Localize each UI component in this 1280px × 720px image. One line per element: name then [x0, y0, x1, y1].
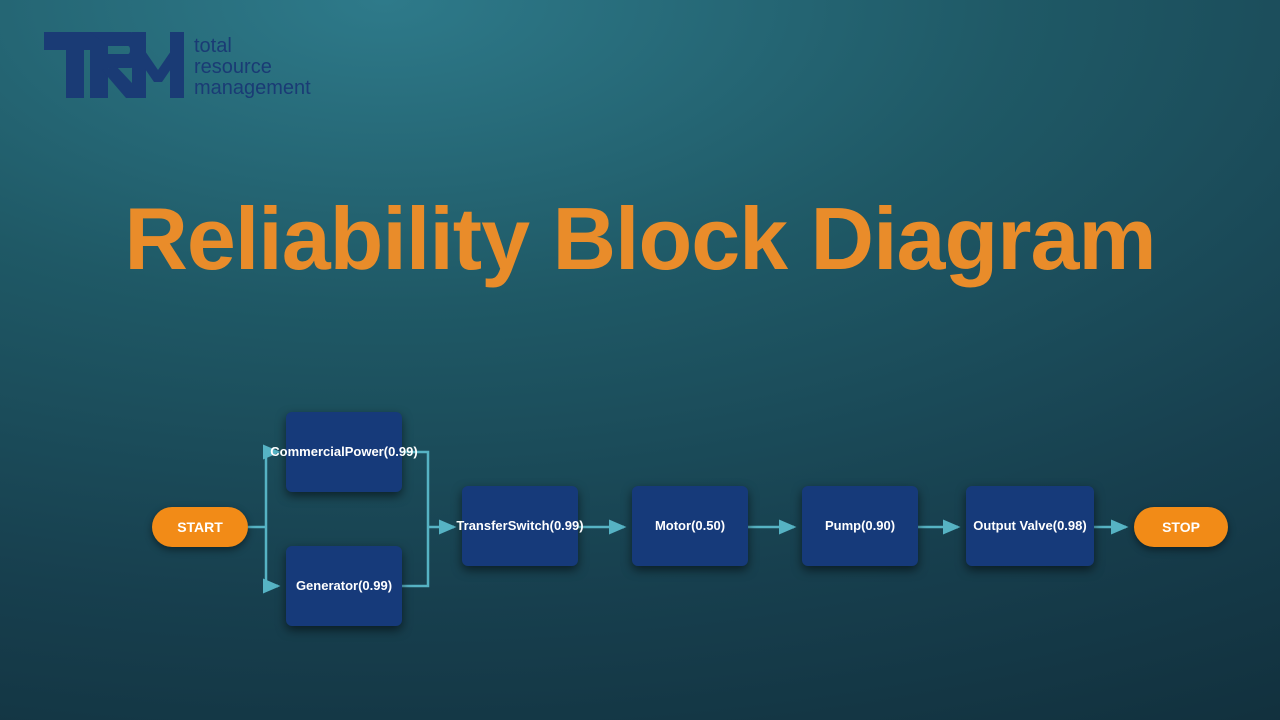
logo-line-3: management — [194, 78, 311, 99]
node-start: START — [152, 507, 248, 547]
node-generator: Generator(0.99) — [286, 546, 402, 626]
node-stop: STOP — [1134, 507, 1228, 547]
logo-line-2: resource — [194, 57, 311, 78]
logo: total resource management — [44, 26, 311, 104]
page-title: Reliability Block Diagram — [0, 188, 1280, 290]
node-commercial: CommercialPower(0.99) — [286, 412, 402, 492]
slide: total resource management Reliability Bl… — [0, 0, 1280, 720]
logo-mark-icon — [44, 26, 184, 104]
node-pump: Pump(0.90) — [802, 486, 918, 566]
node-transfer: TransferSwitch(0.99) — [462, 486, 578, 566]
reliability-block-diagram: START CommercialPower(0.99) Generator(0.99… — [0, 386, 1280, 666]
logo-line-1: total — [194, 36, 311, 57]
node-output: Output Valve(0.98) — [966, 486, 1094, 566]
logo-text: total resource management — [194, 36, 311, 99]
node-motor: Motor(0.50) — [632, 486, 748, 566]
